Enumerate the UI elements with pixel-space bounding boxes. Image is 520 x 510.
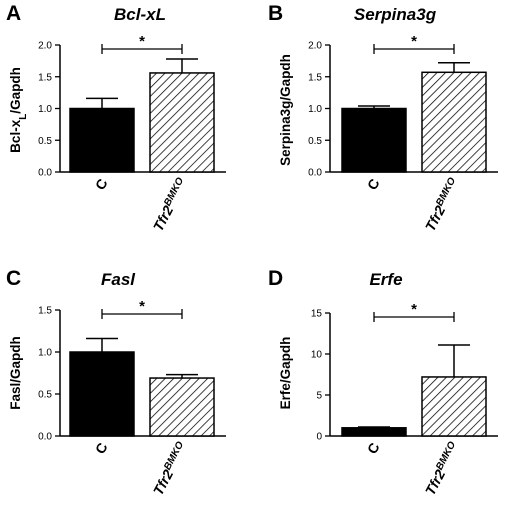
- y-axis-label: Fasl/Gapdh: [8, 336, 23, 410]
- category-label: Tfr2BMKO: [149, 175, 190, 233]
- panel-d: D Erfe Erfe/Gapdh 0 5 10 15 C Tfr2BMKO *: [268, 267, 498, 498]
- category-label: C: [92, 176, 111, 192]
- y-tick-label: 0.5: [38, 136, 52, 147]
- significance-star: *: [411, 301, 417, 318]
- panel-letter: C: [6, 267, 21, 290]
- chart-title: Erfe: [369, 270, 402, 289]
- y-tick-label: 1.0: [38, 348, 52, 359]
- significance-star: *: [139, 33, 145, 50]
- y-tick-label: 10: [311, 350, 323, 361]
- category-label: C: [364, 176, 383, 192]
- chart-title: Fasl: [101, 270, 136, 289]
- y-tick-label: 2.0: [38, 41, 52, 52]
- bar-tfr2-bmko: [421, 376, 487, 437]
- panel-c: C Fasl Fasl/Gapdh 0.0 0.5 1.0 1.5 C Tfr2BMKO *: [6, 267, 226, 498]
- y-tick-label: 1.0: [308, 104, 322, 115]
- panel-b: B Serpina3g Serpina3g/Gapdh 0.0 0.5 1.0 1.5 2.0…: [268, 2, 498, 234]
- y-axis-label: Erfe/Gapdh: [278, 337, 293, 410]
- y-tick-label: 1.0: [38, 104, 52, 115]
- bar-tfr2-bmko: [149, 72, 215, 173]
- y-tick-label: 2.0: [308, 41, 322, 52]
- panel-a: A Bcl-xL Bcl-xL/Gapdh 0.0 0.5 1.0 1.5 2.0 C Tfr2B…: [6, 2, 226, 234]
- significance-star: *: [139, 298, 145, 315]
- y-tick-label: 0: [316, 432, 322, 443]
- bar-tfr2-bmko: [421, 71, 487, 173]
- category-label: C: [364, 440, 383, 456]
- y-tick-label: 1.5: [38, 72, 52, 83]
- y-axis-label: Serpina3g/Gapdh: [278, 54, 293, 166]
- bar-control: [341, 427, 407, 437]
- y-tick-label: 0.5: [308, 136, 322, 147]
- y-tick-label: 15: [311, 309, 323, 320]
- category-label: C: [92, 440, 111, 456]
- y-tick-label: 0.0: [38, 168, 52, 179]
- bar-control: [69, 351, 135, 437]
- y-tick-label: 5: [316, 391, 322, 402]
- category-label: Tfr2BMKO: [421, 439, 462, 497]
- bar-control: [69, 107, 135, 173]
- panel-letter: B: [268, 2, 283, 25]
- chart-title: Bcl-xL: [114, 5, 166, 24]
- bar-tfr2-bmko: [149, 377, 215, 437]
- chart-title: Serpina3g: [354, 5, 437, 24]
- y-axis-label: Bcl-xL/Gapdh: [8, 67, 29, 153]
- y-tick-label: 0.0: [38, 432, 52, 443]
- panel-letter: D: [268, 267, 283, 290]
- significance-star: *: [411, 33, 417, 50]
- y-tick-label: 0.5: [38, 390, 52, 401]
- y-tick-label: 1.5: [38, 306, 52, 317]
- panel-letter: A: [6, 2, 21, 25]
- y-tick-label: 1.5: [308, 72, 322, 83]
- category-label: Tfr2BMKO: [149, 439, 190, 497]
- bar-control: [341, 107, 407, 173]
- y-tick-label: 0.0: [308, 168, 322, 179]
- category-label: Tfr2BMKO: [421, 175, 462, 233]
